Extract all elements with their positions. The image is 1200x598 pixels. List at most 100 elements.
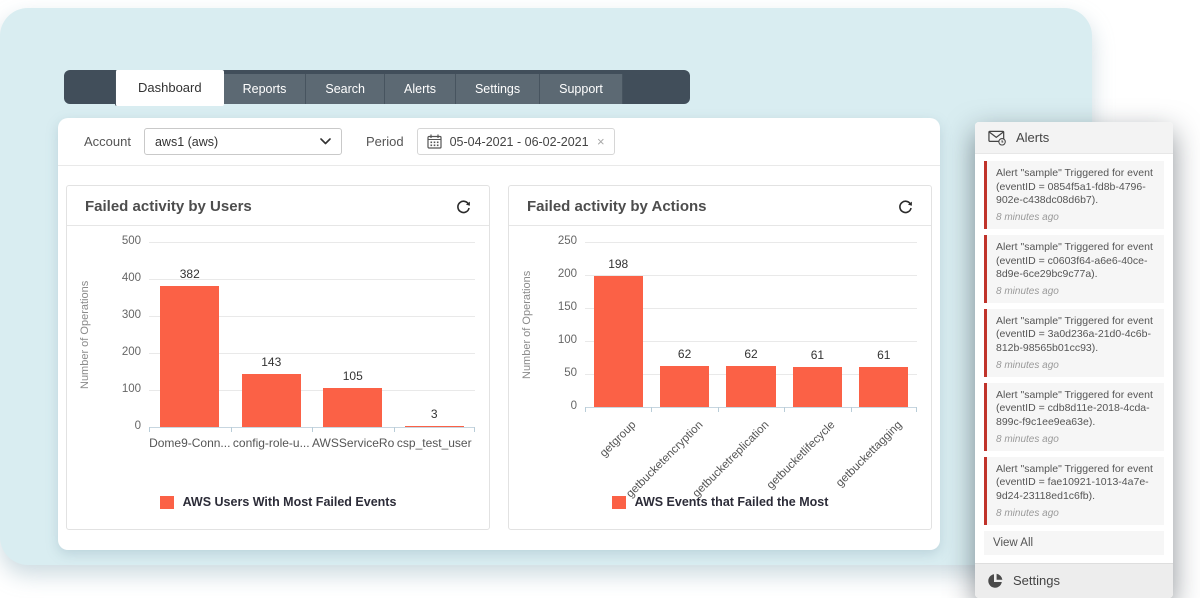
main-nav: Dashboard Reports Search Alerts Settings Supp… [64,70,690,106]
tab-alerts[interactable]: Alerts [385,74,456,104]
x-axis-tick [718,407,719,412]
alert-timestamp: 8 minutes ago [996,211,1059,223]
x-axis-tick [851,407,852,412]
x-tick-label: getgroup [598,419,639,460]
x-axis-tick [149,427,150,432]
y-tick-label: 200 [121,346,141,358]
alert-timestamp: 8 minutes ago [996,359,1059,371]
alert-text: Alert "sample" Triggered for event (even… [996,240,1153,281]
bar-getgroup[interactable] [593,276,643,407]
tab-dashboard[interactable]: Dashboard [115,70,224,106]
x-tick-label: Dome9-Conn... [149,436,231,450]
alert-item[interactable]: Alert "sample" Triggered for event (even… [984,161,1164,229]
alert-text: Alert "sample" Triggered for event (even… [996,167,1153,207]
alert-item[interactable]: Alert "sample" Triggered for event (even… [984,382,1164,451]
y-tick-label: 300 [121,309,141,321]
x-tick-label: getbucketlifecycle [765,419,838,492]
alert-item[interactable]: Alert "sample" Triggered for event (even… [984,234,1164,303]
refresh-icon[interactable] [456,199,471,214]
plot-area: 198 getgroup 62 getbucketencryption 62 getbuc… [585,242,917,500]
bar-value-label: 198 [608,257,629,271]
alert-item[interactable]: Alert "sample" Triggered for event (even… [984,308,1164,377]
bar-getbucketreplication[interactable] [726,366,776,407]
gridline [585,275,917,276]
calendar-icon [426,134,442,149]
alerts-list: Alert "sample" Triggered for event (even… [975,154,1173,525]
gridline [585,341,917,342]
x-axis-tick [784,407,785,412]
clear-period-button[interactable]: × [596,134,605,149]
y-axis-title: Number of Operations [79,280,91,389]
bar-Dome9-Conn...[interactable] [160,286,220,427]
gridline [149,279,475,280]
gridline [149,390,475,391]
chart-title-actions: Failed activity by Actions [527,198,707,215]
bar-value-label: 382 [179,267,200,281]
chart-card-users: Failed activity by Users Number of Opera… [66,185,490,530]
period-label: Period [365,134,404,149]
legend-label: AWS Events that Failed the Most [634,495,829,509]
x-axis-tick [585,407,586,412]
y-tick-label: 200 [557,268,577,280]
y-tick-label: 400 [121,272,141,284]
alert-text: Alert "sample" Triggered for event (even… [996,388,1153,429]
bar-AWSServiceRo...[interactable] [323,388,383,427]
sidebar-settings[interactable]: Settings [975,562,1173,598]
chart-legend-actions: AWS Events that Failed the Most [509,495,931,529]
gridline [149,316,475,317]
legend-swatch [159,495,174,509]
tab-settings[interactable]: Settings [455,74,541,104]
y-tick-label: 250 [557,235,577,247]
bar-getbuckettagging[interactable] [859,367,909,407]
chart-legend-users: AWS Users With Most Failed Events [67,495,489,529]
gridline [149,242,475,243]
bar-value-label: 61 [810,348,825,362]
tab-search[interactable]: Search [306,74,385,104]
gridline [149,353,475,354]
alerts-header[interactable]: Alerts [975,122,1173,154]
gridline [585,242,917,243]
alerts-title: Alerts [1016,130,1050,145]
bar-value-label: 62 [744,347,758,361]
refresh-icon[interactable] [898,199,913,214]
y-tick-label: 100 [557,334,577,346]
account-select-value: aws1 (aws) [154,134,219,149]
chart-header-divider [509,225,931,226]
pie-chart-icon [988,573,1003,588]
x-tick-label: csp_test_user [396,436,472,450]
account-label: Account [84,134,131,149]
y-tick-label: 150 [557,301,577,313]
bar-getbucketlifecycle[interactable] [792,367,842,407]
x-tick-label: getbuckettagging [833,419,905,490]
settings-label: Settings [1013,573,1060,589]
bar-value-label: 143 [261,355,282,369]
gridline [585,308,917,309]
bar-getbucketencryption[interactable] [660,366,710,407]
y-tick-label: 100 [121,383,141,395]
bar-value-label: 105 [342,369,363,383]
y-tick-label: 500 [121,235,141,247]
bar-config-role-u...[interactable] [241,374,301,427]
charts-row: Failed activity by Users Number of Opera… [58,166,940,530]
x-tick-label: getbucketreplication [690,419,772,500]
account-select[interactable]: aws1 (aws) [143,128,342,155]
chart-header-divider [67,225,489,226]
bar-csp_test_user[interactable] [404,426,464,427]
tab-support[interactable]: Support [540,74,623,104]
dashboard-panel: Account aws1 (aws) Period [58,118,940,550]
alert-text: Alert "sample" Triggered for event (even… [996,314,1153,355]
view-all-link[interactable]: View All [984,530,1164,555]
x-axis-tick [474,427,475,432]
bar-chart-actions: Number of Operations 198 getgroup 62 getbuck… [509,235,931,500]
x-tick-label: config-role-u... [232,436,310,450]
alert-item[interactable]: Alert "sample" Triggered for event (even… [984,456,1164,525]
period-datepicker[interactable]: 05-04-2021 - 06-02-2021 × [416,128,615,155]
alert-timestamp: 8 minutes ago [996,507,1059,519]
plot-area: 382 Dome9-Conn... 143 config-role-u... 105 AW… [149,242,475,450]
x-tick-label: AWSServiceRo... [312,436,394,450]
tab-reports[interactable]: Reports [223,74,307,104]
bar-value-label: 61 [877,348,891,362]
alert-text: Alert "sample" Triggered for event (even… [996,462,1153,502]
filter-divider [58,165,940,166]
legend-swatch [611,495,626,509]
